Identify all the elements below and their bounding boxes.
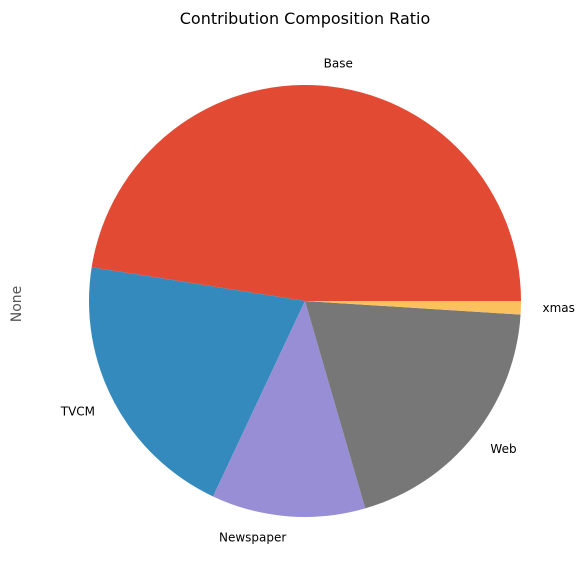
slice-label-tvcm: TVCM xyxy=(60,405,95,419)
pie-slices xyxy=(88,84,522,517)
pie-slice-tvcm xyxy=(88,267,305,497)
pie-slice-xmas xyxy=(305,301,521,315)
pie-slice-newspaper xyxy=(213,301,366,517)
pie-labels: Base TVCM Newspaper Web xmas xyxy=(60,57,575,545)
pie-slice-web xyxy=(305,301,521,509)
pie-slice-base xyxy=(91,84,522,302)
slice-label-xmas: xmas xyxy=(542,301,574,315)
y-axis-label: None xyxy=(9,286,25,323)
slice-label-web: Web xyxy=(490,442,516,456)
chart-title: Contribution Composition Ratio xyxy=(180,9,431,28)
slice-label-newspaper: Newspaper xyxy=(219,530,286,544)
slice-label-base: Base xyxy=(324,57,353,71)
